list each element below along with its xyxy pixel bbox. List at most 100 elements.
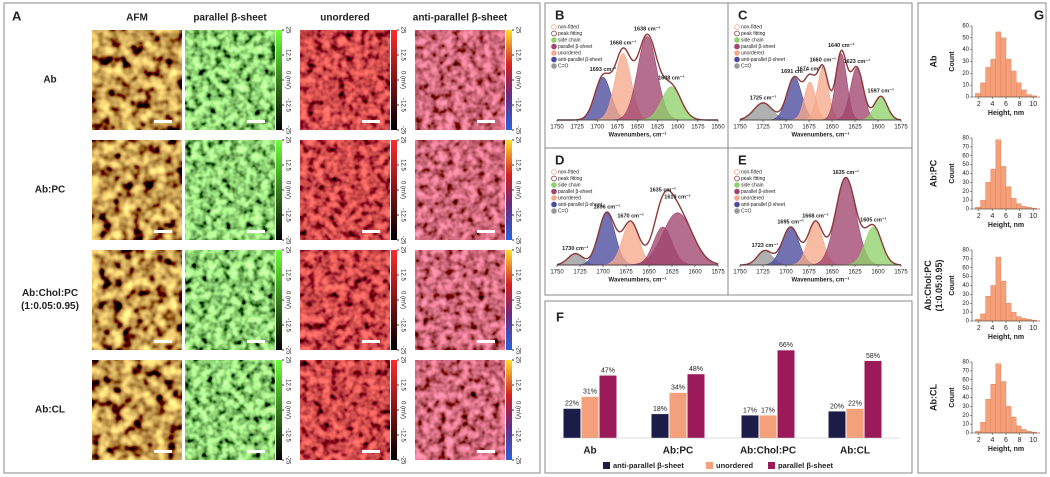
x-axis-label: Height, nm [988, 334, 1024, 341]
y-tick-label: 0 [966, 207, 970, 213]
x-tick-label: 10 [1029, 213, 1037, 220]
microscopy-image [92, 30, 182, 130]
scale-bar [362, 120, 380, 123]
bar [669, 392, 687, 438]
x-tick-label: 1700 [779, 270, 793, 276]
histogram-bar [1000, 37, 1007, 98]
histogram-bar [1010, 70, 1017, 98]
peak-label: 1608 cm⁻¹ [658, 75, 685, 82]
bar [563, 408, 581, 438]
y-tick-label: 50 [962, 35, 969, 41]
microscopy-image [92, 360, 182, 460]
x-axis-label: Height, nm [988, 446, 1024, 453]
peak-label: 1691 cm⁻¹ [781, 68, 808, 75]
legend-label: C=O [558, 208, 569, 214]
colorbar-tick-label: 12.5 [514, 49, 520, 61]
scale-bar [154, 230, 172, 233]
x-tick-label: 4 [990, 213, 994, 220]
colorbar-tick-label: 12.5 [284, 159, 290, 171]
x-tick-label: 1575 [691, 125, 705, 131]
colorbar-tick-label: -12.5 [399, 428, 405, 442]
histogram-bar [990, 383, 997, 434]
x-axis-label: Wavenumbers, cm⁻¹ [609, 277, 667, 284]
panel-label: A [12, 8, 22, 23]
value-label: 17% [761, 407, 775, 414]
colorbar [391, 250, 397, 350]
colorbar-tick-label: 25 [514, 247, 520, 254]
histogram-bar [1026, 94, 1032, 98]
legend-label: unordered [558, 195, 581, 201]
y-tick-label: 0 [966, 319, 970, 325]
x-tick-label: 1725 [570, 125, 584, 131]
y-axis-label: Count [949, 387, 956, 408]
y-tick-label: 20 [962, 301, 969, 307]
colorbar [506, 360, 512, 460]
microscopy-image [185, 140, 275, 240]
histogram-bar [1010, 311, 1017, 322]
panel-label: G [1034, 7, 1044, 22]
x-tick-label: 1725 [573, 270, 587, 276]
x-tick-label: 8 [1018, 325, 1022, 332]
histogram-bar [1021, 89, 1027, 98]
x-tick-label: 2 [977, 325, 981, 332]
histogram-bar [1005, 186, 1012, 210]
y-tick-label: 40 [962, 171, 969, 177]
legend-swatch [734, 43, 740, 50]
colorbar-tick-label: 25 [399, 27, 405, 34]
legend-swatch [551, 175, 557, 182]
x-tick-label: 1750 [733, 125, 747, 131]
bar [828, 411, 846, 438]
legend-swatch [734, 182, 740, 188]
colorbar-tick-label: -12.5 [284, 428, 290, 442]
histogram-bar [990, 58, 997, 98]
y-tick-label: 50 [962, 386, 969, 392]
legend-label: peak fitting [741, 31, 765, 37]
y-tick-label: 10 [962, 422, 969, 428]
colorbar-tick-label: 12.5 [284, 269, 290, 281]
scale-bar [247, 230, 265, 233]
histogram-bar [1000, 381, 1007, 434]
x-tick-label: 1725 [756, 270, 770, 276]
peak-label: 1693 cm⁻¹ [590, 66, 617, 73]
bar [581, 396, 599, 438]
colorbar-tick-label: -12.5 [284, 318, 290, 332]
x-tick-label: 1675 [802, 270, 816, 276]
value-label: 20% [830, 403, 844, 410]
x-tick-label: 1675 [802, 125, 816, 131]
legend-label: peak fitting [558, 31, 582, 37]
x-axis-label: Wavenumbers, cm⁻¹ [609, 132, 667, 139]
histogram-bar [1016, 316, 1022, 322]
legend-label: anti-parallel β-sheet [613, 461, 684, 470]
y-tick-label: 70 [962, 256, 969, 262]
row-label: Ab:PC [35, 185, 66, 196]
panel-label: F [556, 309, 564, 324]
legend-label: parallel β-sheet [741, 44, 776, 50]
x-tick-label: 4 [990, 437, 994, 444]
legend-swatch [734, 37, 740, 43]
colorbar-tick-label: 12.5 [399, 379, 405, 391]
bar [777, 350, 795, 438]
row-label: Ab:Chol:PC [923, 260, 933, 311]
legend-swatch [551, 195, 557, 201]
colorbar-tick-label: 25 [514, 27, 520, 34]
legend-swatch [734, 50, 740, 56]
y-tick-label: 40 [962, 47, 969, 53]
legend-swatch [551, 63, 557, 69]
legend-swatch [734, 201, 740, 208]
legend-label: parallel β-sheet [558, 189, 593, 195]
scale-bar [247, 340, 265, 343]
histogram-bar [1021, 318, 1027, 322]
y-tick-label: 10 [962, 198, 969, 204]
x-tick-label: 1675 [611, 125, 625, 131]
histogram-bar [985, 67, 991, 98]
scale-bar [477, 450, 495, 453]
peak-label: 1635 cm⁻¹ [650, 187, 677, 194]
legend-label: peak fitting [558, 176, 582, 182]
value-label: 18% [653, 406, 667, 413]
category-label: Ab [583, 446, 596, 457]
peak-label: 1623 cm⁻¹ [844, 58, 871, 65]
legend-label: non-fitted [741, 169, 762, 175]
colorbar-tick-label: 0 (mV) [284, 181, 290, 199]
colorbar-tick-label: -12.5 [514, 208, 520, 222]
